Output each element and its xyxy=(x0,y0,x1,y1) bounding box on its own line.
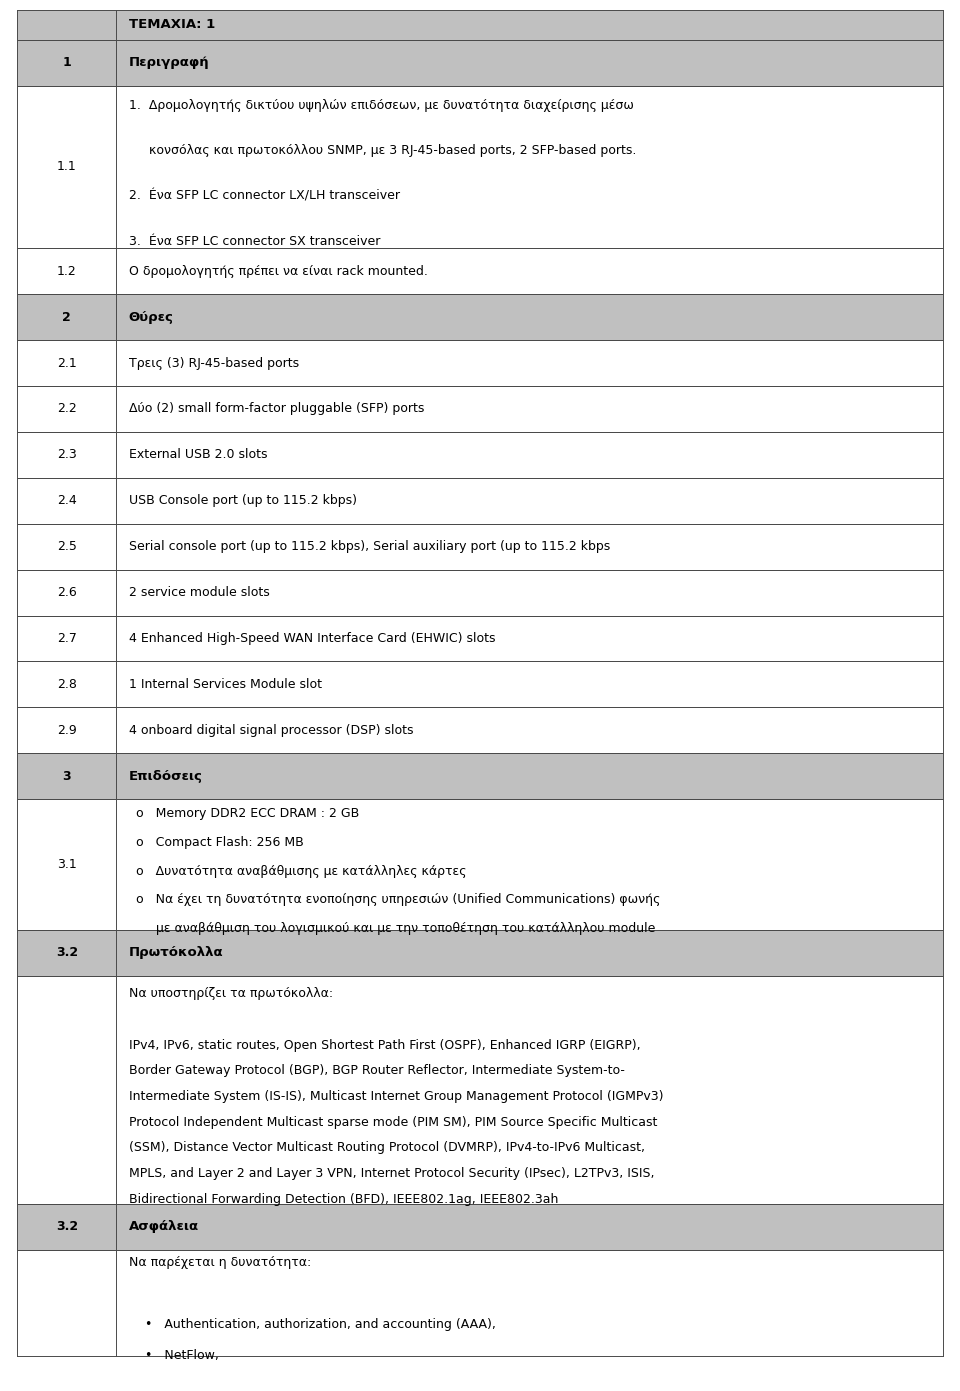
Text: 3: 3 xyxy=(62,769,71,783)
Text: 1: 1 xyxy=(62,56,71,70)
Bar xyxy=(17,85,943,248)
Text: 2: 2 xyxy=(62,310,71,324)
Text: με αναβάθμιση του λογισμικού και με την τοποθέτηση του κατάλληλου module: με αναβάθμιση του λογισμικού και με την … xyxy=(135,922,655,935)
Text: •   NetFlow,: • NetFlow, xyxy=(145,1349,219,1362)
Text: 4 onboard digital signal processor (DSP) slots: 4 onboard digital signal processor (DSP)… xyxy=(129,723,414,737)
Bar xyxy=(17,387,943,433)
Text: 1 Internal Services Module slot: 1 Internal Services Module slot xyxy=(129,677,322,691)
Bar xyxy=(17,976,943,1205)
Text: o   Compact Flash: 256 MB: o Compact Flash: 256 MB xyxy=(135,836,303,849)
Text: κονσόλας και πρωτοκόλλου SNMP, με 3 RJ-45-based ports, 2 SFP-based ports.: κονσόλας και πρωτοκόλλου SNMP, με 3 RJ-4… xyxy=(129,145,636,157)
Text: 2.2: 2.2 xyxy=(57,402,77,416)
Text: Επιδόσεις: Επιδόσεις xyxy=(129,769,203,783)
Text: Serial console port (up to 115.2 kbps), Serial auxiliary port (up to 115.2 kbps: Serial console port (up to 115.2 kbps), … xyxy=(129,540,610,554)
Text: 2.9: 2.9 xyxy=(57,723,77,737)
Text: Ο δρομολογητής πρέπει να είναι rack mounted.: Ο δρομολογητής πρέπει να είναι rack moun… xyxy=(129,264,427,278)
Bar xyxy=(17,616,943,662)
Bar xyxy=(17,10,943,39)
Bar xyxy=(17,295,943,339)
Text: Περιγραφή: Περιγραφή xyxy=(129,56,209,70)
Text: External USB 2.0 slots: External USB 2.0 slots xyxy=(129,448,267,462)
Bar xyxy=(17,800,943,931)
Bar xyxy=(17,248,943,295)
Text: 2.8: 2.8 xyxy=(57,677,77,691)
Text: 2.  Éνα SFP LC connector LX/LH transceiver: 2. Éνα SFP LC connector LX/LH transceive… xyxy=(129,189,399,203)
Text: Border Gateway Protocol (BGP), BGP Router Reflector, Intermediate System-to-: Border Gateway Protocol (BGP), BGP Route… xyxy=(129,1064,625,1077)
Bar xyxy=(17,39,943,85)
Text: 3.2: 3.2 xyxy=(56,1220,78,1234)
Text: 1.2: 1.2 xyxy=(57,264,77,278)
Text: 3.  Éνα SFP LC connector SX transceiver: 3. Éνα SFP LC connector SX transceiver xyxy=(129,235,380,248)
Text: o   Memory DDR2 ECC DRAM : 2 GB: o Memory DDR2 ECC DRAM : 2 GB xyxy=(135,807,359,819)
Bar xyxy=(17,931,943,976)
Text: 2 service module slots: 2 service module slots xyxy=(129,586,270,600)
Text: IPv4, IPv6, static routes, Open Shortest Path First (OSPF), Enhanced IGRP (EIGRP: IPv4, IPv6, static routes, Open Shortest… xyxy=(129,1039,640,1052)
Text: 2.5: 2.5 xyxy=(57,540,77,554)
Text: Ασφάλεια: Ασφάλεια xyxy=(129,1220,199,1234)
Bar xyxy=(17,662,943,708)
Text: (SSM), Distance Vector Multicast Routing Protocol (DVMRP), IPv4-to-IPv6 Multicas: (SSM), Distance Vector Multicast Routing… xyxy=(129,1141,645,1155)
Text: Να υποστηρίζει τα πρωτόκολλα:: Να υποστηρίζει τα πρωτόκολλα: xyxy=(129,988,333,1000)
Text: 2.7: 2.7 xyxy=(57,632,77,645)
Text: USB Console port (up to 115.2 kbps): USB Console port (up to 115.2 kbps) xyxy=(129,494,357,508)
Text: o   Δυνατότητα αναβάθμισης με κατάλληλες κάρτες: o Δυνατότητα αναβάθμισης με κατάλληλες κ… xyxy=(135,865,466,878)
Bar xyxy=(17,754,943,800)
Text: 2.1: 2.1 xyxy=(57,356,77,370)
Bar xyxy=(17,339,943,385)
Text: Protocol Independent Multicast sparse mode (PIM SM), PIM Source Specific Multica: Protocol Independent Multicast sparse mo… xyxy=(129,1116,658,1128)
Text: 2.6: 2.6 xyxy=(57,586,77,600)
Bar xyxy=(17,1251,943,1356)
Text: 3.2: 3.2 xyxy=(56,946,78,960)
Text: 4 Enhanced High-Speed WAN Interface Card (EHWIC) slots: 4 Enhanced High-Speed WAN Interface Card… xyxy=(129,632,495,645)
Text: 1.  Δρομολογητής δικτύου υψηλών επιδόσεων, με δυνατότητα διαχείρισης μέσω: 1. Δρομολογητής δικτύου υψηλών επιδόσεων… xyxy=(129,99,634,111)
Text: ΤΕΜΑΧΙΑ: 1: ΤΕΜΑΧΙΑ: 1 xyxy=(129,18,215,31)
Text: Intermediate System (IS-IS), Multicast Internet Group Management Protocol (IGMPv: Intermediate System (IS-IS), Multicast I… xyxy=(129,1091,663,1103)
Bar xyxy=(17,433,943,479)
Text: •   Authentication, authorization, and accounting (AAA),: • Authentication, authorization, and acc… xyxy=(145,1319,496,1331)
Text: Θύρες: Θύρες xyxy=(129,310,174,324)
Text: o   Να έχει τη δυνατότητα ενοποίησης υπηρεσιών (Unified Communications) φωνής: o Να έχει τη δυνατότητα ενοποίησης υπηρε… xyxy=(135,893,660,907)
Bar xyxy=(17,570,943,616)
Bar xyxy=(17,479,943,524)
Text: 2.3: 2.3 xyxy=(57,448,77,462)
Bar xyxy=(17,1205,943,1251)
Text: 2.4: 2.4 xyxy=(57,494,77,508)
Text: 3.1: 3.1 xyxy=(57,858,77,871)
Text: 1.1: 1.1 xyxy=(57,160,77,174)
Text: MPLS, and Layer 2 and Layer 3 VPN, Internet Protocol Security (IPsec), L2TPv3, I: MPLS, and Layer 2 and Layer 3 VPN, Inter… xyxy=(129,1167,655,1180)
Text: Bidirectional Forwarding Detection (BFD), IEEE802.1ag, IEEE802.3ah: Bidirectional Forwarding Detection (BFD)… xyxy=(129,1192,558,1206)
Bar xyxy=(17,524,943,570)
Text: Πρωτόκολλα: Πρωτόκολλα xyxy=(129,946,224,960)
Text: Να παρέχεται η δυνατότητα:: Να παρέχεται η δυνατότητα: xyxy=(129,1256,311,1269)
Bar xyxy=(17,708,943,754)
Text: Τρεις (3) RJ-45-based ports: Τρεις (3) RJ-45-based ports xyxy=(129,356,299,370)
Text: Δύο (2) small form-factor pluggable (SFP) ports: Δύο (2) small form-factor pluggable (SFP… xyxy=(129,402,424,416)
